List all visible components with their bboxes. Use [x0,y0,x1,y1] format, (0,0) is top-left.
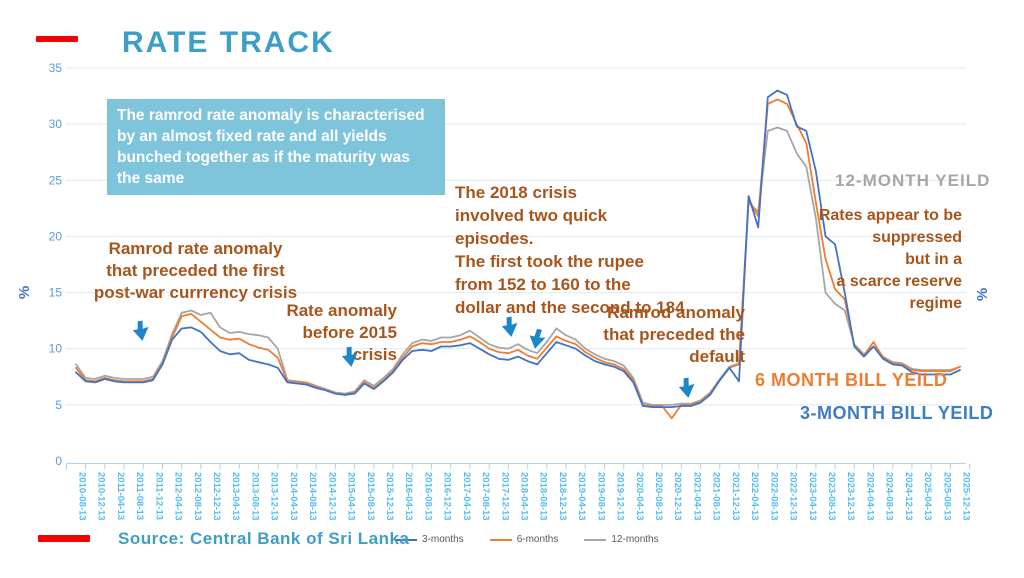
legend-swatch [584,538,607,541]
annotation-rates-suppressed: Rates appear to be suppressed but in a a… [818,207,962,312]
y-tick-label: 35 [49,61,63,75]
page-title: RATE TRACK [122,26,335,59]
x-tick-label: 2010-12-13 [96,472,107,521]
x-tick-label: 2023-12-13 [845,472,856,521]
x-tick-label: 2017-12-13 [499,472,510,521]
x-tick-label: 2017-04-13 [461,472,472,521]
x-tick-label: 2021-12-13 [730,472,741,521]
legend-swatch [489,538,512,541]
x-tick-label: 2021-08-13 [711,472,722,521]
y-tick-label: 10 [49,342,63,356]
x-tick-label: 2025-04-13 [922,472,933,521]
x-tick-label: 2022-04-13 [749,472,760,521]
series-line-3-months [75,89,961,409]
x-tick-label: 2022-12-13 [788,472,799,521]
x-tick-label: 2016-04-13 [403,472,414,521]
x-tick-label: 2012-08-13 [192,472,203,521]
x-tick-label: 2021-04-13 [691,472,702,521]
down-arrow-icon [678,377,695,398]
x-tick-label: 2014-04-13 [288,472,299,521]
x-tick-label: 2011-12-13 [153,472,164,520]
down-arrow-icon [501,316,518,337]
x-tick-label: 2024-08-13 [884,472,895,521]
x-tick-label: 2025-08-13 [941,472,952,521]
series-line-6-months [75,98,961,420]
x-tick-label: 2011-08-13 [134,472,145,520]
x-tick-label: 2023-08-13 [826,472,837,521]
x-tick-label: 2013-04-13 [230,472,241,521]
source-credit: Source: Central Bank of Sri Lanka [118,529,410,548]
x-tick-label: 2024-04-13 [864,472,875,521]
x-tick-label: 2014-08-13 [307,472,318,521]
label-3-month-bill-yield: 3-MONTH BILL YEILD [800,403,994,423]
annotation-2018-crisis: The 2018 crisis involved two quick episo… [455,183,685,317]
x-tick-label: 2023-04-13 [807,472,818,521]
legend-item-12-months: 12-months [584,534,659,545]
x-tick-label: 2013-08-13 [249,472,260,521]
top-red-bar [36,36,78,42]
y-tick-label: 25 [49,173,63,187]
legend-label: 12-months [611,534,659,545]
y-tick-label: 0 [55,454,62,468]
y-tick-label: 30 [49,117,63,131]
x-tick-label: 2018-08-13 [538,472,549,521]
legend-label: 6-months [516,534,559,545]
y-tick-label: 5 [55,398,62,412]
x-tick-label: 2018-04-13 [519,472,530,521]
x-tick-label: 2015-04-13 [346,472,357,521]
x-tick-label: 2010-08-13 [77,472,88,521]
chart-legend: 3-months 6-months 12-months [395,534,659,545]
x-tick-label: 2025-12-13 [961,472,972,521]
x-tick-label: 2015-12-13 [384,472,395,521]
x-tick-label: 2020-08-13 [653,472,664,521]
down-arrow-icon [341,346,358,367]
legend-label: 3-months [422,534,464,545]
legend-item-6-months: 6-months [489,534,559,545]
annotation-rate-anomaly-2015: Rate anomaly before 2015 crisis [286,301,397,364]
x-tick-label: 2016-08-13 [422,472,433,521]
x-tick-label: 2012-04-13 [173,472,184,521]
x-tick-label: 2019-08-13 [595,472,606,521]
x-tick-label: 2020-04-13 [634,472,645,521]
x-tick-label: 2011-04-13 [115,472,126,520]
legend-swatch [395,538,417,541]
annotation-ramrod-first-crisis: Ramrod rate anomaly that preceded the fi… [93,239,298,302]
down-arrow-icon [529,328,546,349]
x-tick-label: 2016-12-13 [442,472,453,521]
x-tick-label: 2012-12-13 [211,472,222,521]
down-arrow-icon [132,320,149,341]
x-tick-label: 2015-08-13 [365,472,376,521]
x-tick-label: 2022-08-13 [768,472,779,521]
label-6-month-bill-yield: 6 MONTH BILL YEILD [755,370,948,390]
x-tick-label: 2019-12-13 [615,472,626,521]
legend-item-3-months: 3-months [395,534,464,545]
x-tick-label: 2018-12-13 [557,472,568,521]
x-tick-label: 2013-12-13 [269,472,280,521]
series-line-12-months [75,126,961,406]
x-tick-label: 2020-12-13 [672,472,683,521]
y-axis-label-left: % [16,285,34,300]
ramrod-definition-callout: The ramrod rate anomaly is characterised… [107,99,445,195]
x-tick-label: 2019-04-13 [576,472,587,521]
x-tick-label: 2017-08-13 [480,472,491,521]
y-tick-label: 20 [49,229,63,243]
annotation-ramrod-default: Ramrod anomaly that preceded the default [603,303,745,366]
x-tick-label: 2024-12-13 [903,472,914,521]
x-tick-label: 2014-12-13 [326,472,337,521]
label-12-month-yield: 12-MONTH YEILD [835,171,991,190]
y-axis-label-right: % [974,287,992,302]
bottom-red-bar [38,535,90,542]
y-tick-label: 15 [49,286,63,300]
